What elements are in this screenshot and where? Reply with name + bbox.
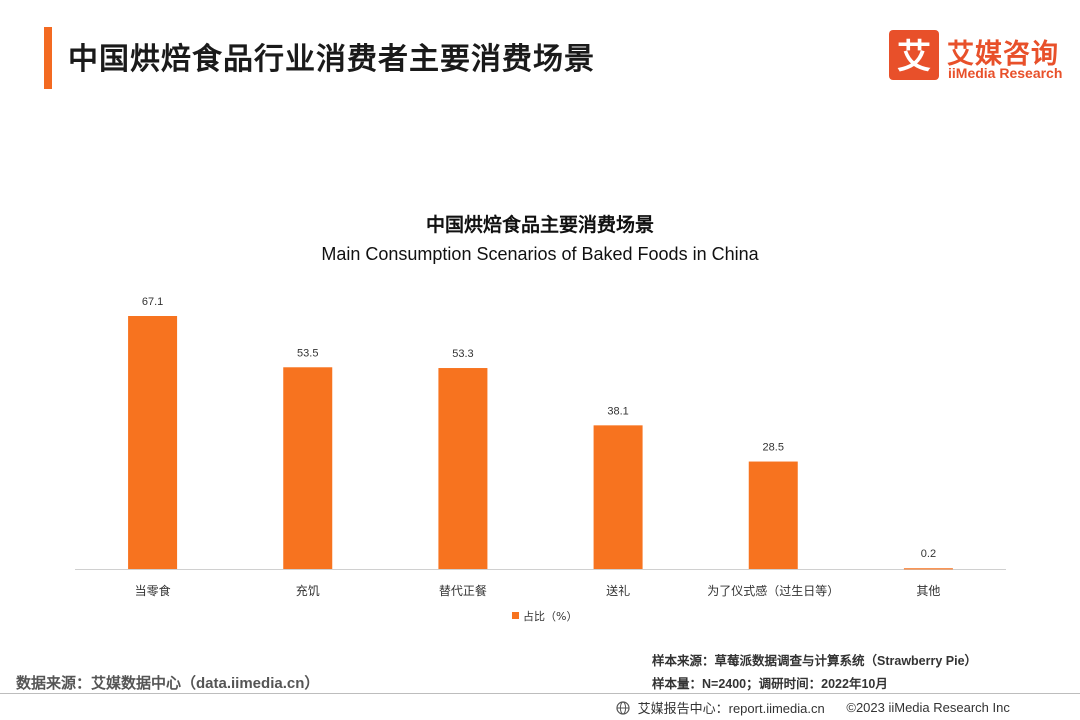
report-center-link[interactable]: 艾媒报告中心：report.iimedia.cn xyxy=(637,701,825,716)
x-tick-label-4: 送礼 xyxy=(606,583,630,598)
bar-1 xyxy=(128,316,178,569)
bar-5 xyxy=(748,461,798,569)
sample-source-note: 样本来源：草莓派数据调查与计算系统（Strawberry Pie） xyxy=(652,654,978,668)
logo-mark-icon: 艾 xyxy=(889,30,939,80)
globe-icon xyxy=(616,700,630,715)
chart-subtitle: Main Consumption Scenarios of Baked Food… xyxy=(321,244,759,264)
sample-size-note: 样本量：N=2400；调研时间：2022年10月 xyxy=(652,677,888,691)
logo-text-cn: 艾媒咨询 xyxy=(947,39,1059,69)
footer-divider xyxy=(0,693,1080,694)
bar-2 xyxy=(283,367,333,569)
x-tick-label-2: 充饥 xyxy=(296,583,320,598)
data-label-4: 38.1 xyxy=(607,405,628,417)
x-tick-label-3: 替代正餐 xyxy=(439,583,487,598)
data-label-2: 53.5 xyxy=(297,347,318,359)
bar-6 xyxy=(903,568,953,570)
title-accent-bar xyxy=(44,27,52,89)
data-label-5: 28.5 xyxy=(763,442,784,454)
copyright: ©2023 iiMedia Research Inc xyxy=(846,700,1010,715)
logo-mark-glyph: 艾 xyxy=(897,37,931,77)
data-label-3: 53.3 xyxy=(452,348,473,360)
chart-title: 中国烘焙食品主要消费场景 xyxy=(425,215,654,236)
logo-text-en: iiMedia Research xyxy=(948,65,1063,81)
x-tick-label-5: 为了仪式感（过生日等） xyxy=(707,583,839,598)
legend-swatch xyxy=(512,612,519,619)
data-source: 数据来源：艾媒数据中心（data.iimedia.cn） xyxy=(16,675,320,692)
x-tick-label-1: 当零食 xyxy=(135,583,171,598)
footer-bar: 艾媒报告中心：report.iimedia.cn ©2023 iiMedia R… xyxy=(616,698,1010,717)
bar-3 xyxy=(438,368,488,569)
data-label-6: 0.2 xyxy=(921,548,936,560)
page-title: 中国烘焙食品行业消费者主要消费场景 xyxy=(68,43,595,76)
x-tick-label-6: 其他 xyxy=(916,584,940,598)
data-label-1: 67.1 xyxy=(142,296,163,308)
legend-label: 占比（%） xyxy=(523,609,577,623)
brand-logo: 艾 艾媒咨询 iiMedia Research xyxy=(889,30,1064,84)
bar-4 xyxy=(593,425,643,569)
